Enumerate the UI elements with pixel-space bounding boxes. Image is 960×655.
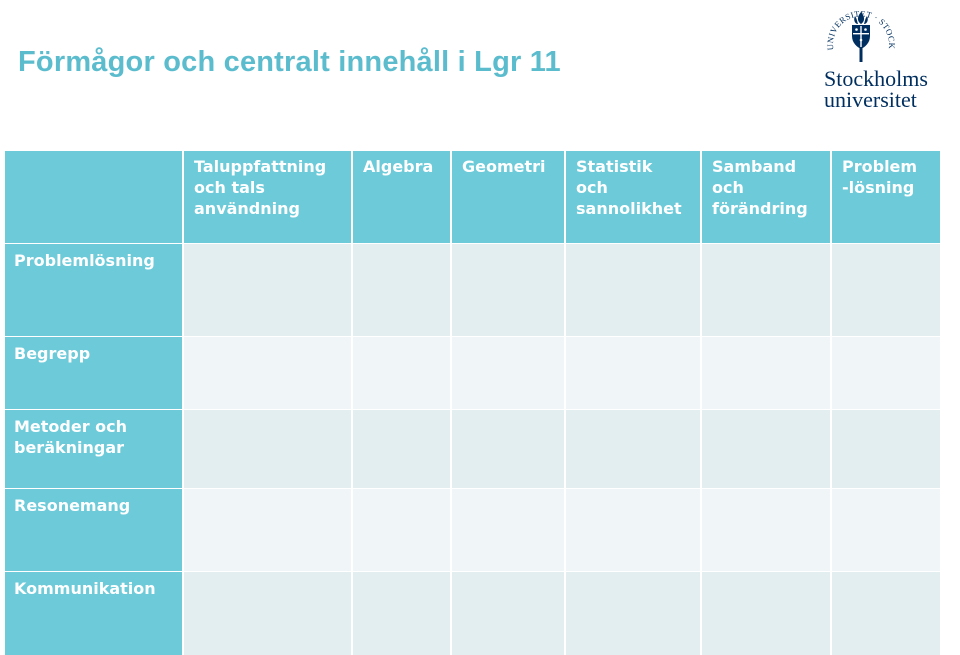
column-header-text: och tals <box>194 178 265 197</box>
table-cell <box>566 410 700 488</box>
row-header-text: Metoder och <box>14 417 128 436</box>
table-cell <box>702 489 830 571</box>
table-cell <box>702 337 830 409</box>
row-header-text: Begrepp <box>14 344 91 363</box>
table-cell <box>353 410 450 488</box>
table-cell <box>353 572 450 655</box>
column-header-text: Taluppfattning <box>194 157 327 176</box>
table-cell <box>566 244 700 336</box>
column-header-text: sannolikhet <box>576 199 682 218</box>
column-header-text: Geometri <box>462 157 546 176</box>
row-header: Metoder och beräkningar <box>5 410 182 488</box>
table-cell <box>702 410 830 488</box>
table-cell <box>452 244 564 336</box>
column-header: Problem -lösning <box>832 151 940 243</box>
abilities-content-table: Taluppfattning och tals användning Algebra G… <box>5 151 940 655</box>
table-cell <box>184 337 351 409</box>
row-header-text: beräkningar <box>14 438 125 457</box>
table-cell <box>184 244 351 336</box>
table-cell <box>452 410 564 488</box>
column-header-text: förändring <box>712 199 808 218</box>
table-cell <box>566 337 700 409</box>
row-header: Begrepp <box>5 337 182 409</box>
stockholms-universitet-logo: UNIVERSITET · STOCKHOLMS Stockholms univ… <box>818 2 958 114</box>
column-header: Statistik och sannolikhet <box>566 151 700 243</box>
column-header: Samband och förändring <box>702 151 830 243</box>
table-cell <box>566 489 700 571</box>
table-cell <box>184 572 351 655</box>
table-cell <box>353 337 450 409</box>
row-header-text: Problemlösning <box>14 251 155 270</box>
column-header-text: användning <box>194 199 300 218</box>
table-cell <box>353 244 450 336</box>
university-seal-icon: UNIVERSITET · STOCKHOLMS <box>825 2 897 62</box>
table-cell <box>702 572 830 655</box>
table-cell <box>184 410 351 488</box>
table-cell <box>702 244 830 336</box>
column-header-text: Algebra <box>363 157 434 176</box>
table-cell <box>452 572 564 655</box>
logo-wordmark-line2: universitet <box>824 87 917 112</box>
column-header-text: Problem <box>842 157 918 176</box>
row-header: Problemlösning <box>5 244 182 336</box>
row-header: Kommunikation <box>5 572 182 655</box>
slide-title: Förmågor och centralt innehåll i Lgr 11 <box>18 46 561 78</box>
logo-wordmark-line1: Stockholms <box>824 66 928 91</box>
table-cell <box>452 337 564 409</box>
table-cell <box>832 410 940 488</box>
table-cell <box>353 489 450 571</box>
column-header-text: Statistik <box>576 157 653 176</box>
column-header-text: och <box>576 178 608 197</box>
column-header: Algebra <box>353 151 450 243</box>
column-header-text: och <box>712 178 744 197</box>
table-cell <box>832 572 940 655</box>
column-header: Geometri <box>452 151 564 243</box>
table-cell <box>452 489 564 571</box>
table-cell <box>184 489 351 571</box>
table-corner-cell <box>5 151 182 243</box>
table-cell <box>832 244 940 336</box>
column-header-text: -lösning <box>842 178 915 197</box>
table-cell <box>566 572 700 655</box>
row-header-text: Resonemang <box>14 496 131 515</box>
column-header-text: Samband <box>712 157 797 176</box>
row-header: Resonemang <box>5 489 182 571</box>
table-cell <box>832 337 940 409</box>
row-header-text: Kommunikation <box>14 579 156 598</box>
column-header: Taluppfattning och tals användning <box>184 151 351 243</box>
table-cell <box>832 489 940 571</box>
